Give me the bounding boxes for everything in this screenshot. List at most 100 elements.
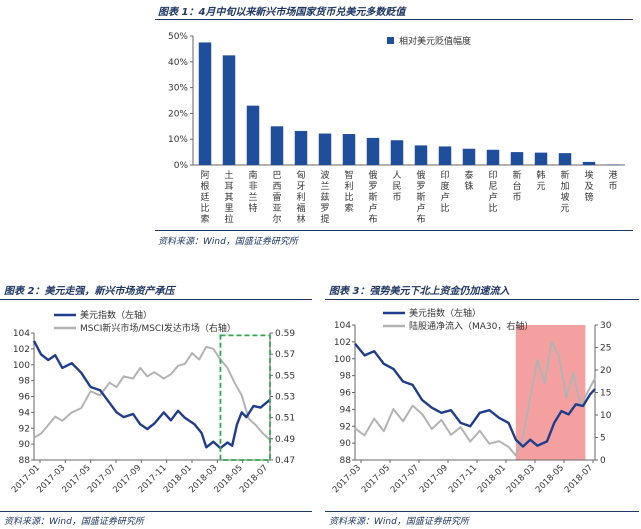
bar-2 <box>222 55 236 165</box>
x-tick-label: 2017-09 <box>418 463 450 495</box>
x-tick-label: 2017-03 <box>331 463 363 495</box>
x-tick-label: 2018-07 <box>238 463 270 495</box>
legend-label-2: 陆股通净流入（MA30，右轴） <box>409 320 533 332</box>
bar-5 <box>294 130 308 165</box>
bar-11 <box>438 146 452 165</box>
figure3-line-chart: 88 90 92 94 96 98 100 102 104 0 5 10 15 20 25 30 2017-03… <box>331 307 612 495</box>
legend-swatch <box>387 37 394 44</box>
series-line-1 <box>32 340 271 450</box>
bar-18 <box>606 164 620 165</box>
x-tick-label: 埃及镑 <box>584 169 593 203</box>
right-tick-label: 5 <box>600 434 606 444</box>
figure3-bottom-rule <box>325 511 639 512</box>
x-tick-label: 阿根廷比索 <box>200 170 209 225</box>
x-tick-label: 2018-05 <box>534 463 566 495</box>
x-tick-label: 巴西雷亚尔 <box>272 170 281 225</box>
highlight-box <box>219 334 271 461</box>
x-tick-label: 人民币 <box>392 170 401 203</box>
x-tick-label: 港币 <box>608 169 617 192</box>
right-tick-label: 10 <box>600 411 612 421</box>
bar-8 <box>366 137 380 165</box>
left-tick-label: 88 <box>19 456 31 466</box>
bar-12 <box>462 148 476 165</box>
x-tick-label: 印尼卢比 <box>488 169 497 214</box>
left-tick-label: 92 <box>19 424 30 434</box>
bar-14 <box>510 152 524 165</box>
bar-6 <box>318 133 332 165</box>
bar-1 <box>198 42 212 166</box>
right-tick-label: 0 <box>600 456 606 466</box>
bar-9 <box>390 140 404 165</box>
figure1-top-rule <box>155 19 633 20</box>
right-tick-label: 0.55 <box>275 371 295 381</box>
y-tick-label: 50% <box>168 32 188 42</box>
x-tick-label: 2018-01 <box>476 463 508 495</box>
y-tick-label: 40% <box>168 58 188 68</box>
x-tick-label: 土耳其里拉 <box>224 169 233 225</box>
x-tick-label: 俄罗斯卢布 <box>416 169 425 225</box>
y-tick-label: 30% <box>168 84 188 94</box>
x-tick-label: 智利比索 <box>344 169 353 214</box>
right-tick-label: 0.57 <box>275 350 295 360</box>
figure2-line-chart: 88 90 92 94 96 98 100 102 104 0.47 0.49 0.51 0.53 0.5… <box>10 309 295 495</box>
figure2-source: 资料来源：Wind，国盛证券研究所 <box>4 517 144 527</box>
legend-label-1: 美元指数（左轴） <box>409 307 481 319</box>
left-tick-label: 92 <box>340 422 351 432</box>
right-tick-label: 30 <box>600 321 612 331</box>
y-tick-label: 10% <box>168 135 188 145</box>
right-tick-label: 0.51 <box>275 414 295 424</box>
x-tick-label: 新加坡元 <box>560 169 569 214</box>
series-line-2 <box>354 341 596 457</box>
bar-10 <box>414 145 428 165</box>
left-tick-label: 96 <box>19 393 31 403</box>
right-tick-label: 20 <box>600 366 612 376</box>
bar-4 <box>270 126 284 165</box>
left-tick-label: 90 <box>19 440 31 450</box>
right-tick-label: 0.53 <box>275 393 295 403</box>
left-tick-label: 88 <box>340 456 352 466</box>
x-tick-label: 泰铢 <box>464 169 473 192</box>
left-tick-label: 96 <box>340 389 352 399</box>
figure1-bottom-rule <box>155 230 633 231</box>
left-tick-label: 94 <box>340 405 352 415</box>
y-tick-label: 20% <box>168 109 188 119</box>
legend-label-1: 美元指数（左轴） <box>80 309 152 321</box>
x-tick-label: 2017-07 <box>389 463 421 495</box>
left-tick-label: 94 <box>19 408 31 418</box>
figure3-top-rule <box>325 299 639 300</box>
figure3-title: 图表 3：强势美元下北上资金仍加速流入 <box>329 286 510 297</box>
series-line-2 <box>33 345 271 441</box>
figure2-bottom-rule <box>0 511 312 512</box>
x-tick-label: 韩元 <box>536 169 545 192</box>
right-tick-label: 0.47 <box>275 456 295 466</box>
legend-label: 相对美元贬值幅度 <box>399 35 471 47</box>
x-tick-label: 印度卢比 <box>440 169 449 214</box>
x-tick-label: 2017-11 <box>447 463 479 495</box>
x-tick-label: 南非兰特 <box>248 169 257 214</box>
x-tick-label: 2018-07 <box>563 463 595 495</box>
series-line-1 <box>354 342 596 448</box>
legend-label-2: MSCI新兴市场/MSCI发达市场（右轴） <box>80 322 236 334</box>
left-tick-label: 104 <box>13 329 30 339</box>
y-tick-label: 0% <box>174 161 189 171</box>
x-tick-label: 匈牙利福林 <box>296 169 305 225</box>
left-tick-label: 98 <box>340 372 352 382</box>
figure3-source: 资料来源：Wind，国盛证券研究所 <box>329 517 469 527</box>
left-tick-label: 102 <box>334 338 351 348</box>
x-tick-label: 2018-03 <box>505 463 537 495</box>
figure1-title: 图表 1：4月中旬以来新兴市场国家货币兑美元多数贬值 <box>158 7 406 18</box>
figure2-title: 图表 2：美元走强，新兴市场资产承压 <box>4 286 175 297</box>
right-tick-label: 0.59 <box>275 329 295 339</box>
left-tick-label: 90 <box>340 439 352 449</box>
right-tick-label: 15 <box>600 389 611 399</box>
bar-15 <box>534 152 548 165</box>
left-tick-label: 100 <box>13 361 30 371</box>
x-tick-label: 新台币 <box>512 169 521 203</box>
figure1-bar-chart: 0% 10% 20% 30% 40% 50% 阿根廷比索 土耳其里拉 南非兰特 巴西雷亚尔 匈牙利福… <box>168 32 625 225</box>
x-tick-label: 俄罗斯卢布 <box>368 169 377 225</box>
right-tick-label: 25 <box>600 344 611 354</box>
bar-17 <box>582 161 596 165</box>
x-tick-label: 2017-05 <box>360 463 392 495</box>
figure2-top-rule <box>0 299 312 300</box>
left-tick-label: 102 <box>13 345 30 355</box>
